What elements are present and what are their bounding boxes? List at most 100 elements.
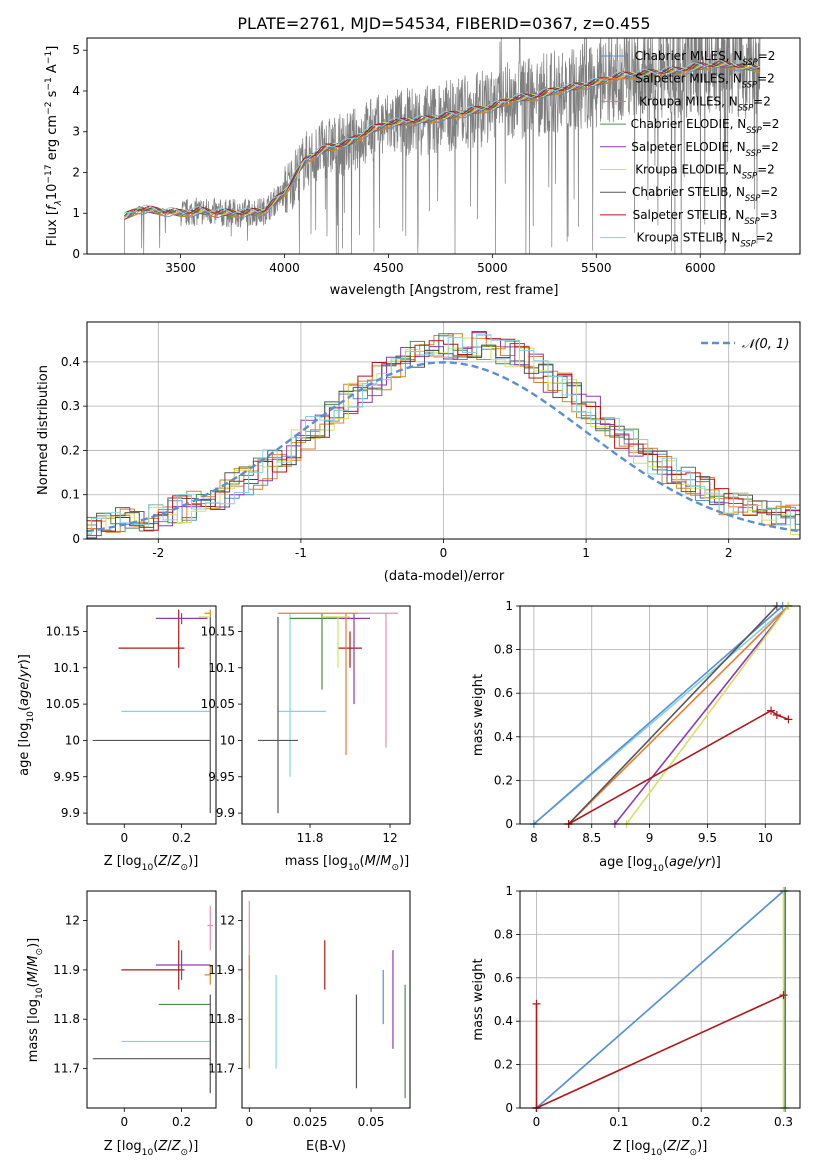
y-tick-label: 0.4 <box>494 1014 513 1028</box>
x-tick-label: 0.1 <box>609 1115 628 1129</box>
y-tick-label: 11.7 <box>53 1062 80 1076</box>
x-tick-label: 9.5 <box>698 831 717 845</box>
axes-frame <box>519 890 801 1109</box>
data-spectrum-line <box>124 38 761 254</box>
point-marker <box>772 711 781 719</box>
x-tick-label: 11.8 <box>297 831 324 845</box>
y-tick-label: 11.8 <box>53 1012 80 1026</box>
x-tick-label: 5000 <box>477 261 508 275</box>
axes-frame <box>86 605 217 825</box>
y-axis-label: Normed distribution <box>36 365 51 495</box>
legend-label: Chabrier STELIB, NSSP=2 <box>632 185 778 203</box>
legend-label: 𝒩(0, 1) <box>742 337 789 352</box>
axes-weight_vs_age: 8 8.5 9 9.5 10 0 0.2 0.4 0.6 0.8 1 age [log10(age/y… <box>471 599 801 874</box>
axes-frame <box>241 890 411 1109</box>
x-tick-label: 0.3 <box>774 1115 793 1129</box>
y-tick-label: 10 <box>220 733 235 747</box>
x-tick-label: -2 <box>152 546 164 560</box>
y-axis-label: Flux [fλ10−17 erg cm−2 s−1 A−1] <box>44 46 64 247</box>
y-axis-label: age [log10(age/yr)] <box>17 654 36 776</box>
y-axis-label: mass weight <box>471 674 486 756</box>
axes-frame <box>241 605 411 825</box>
histogram-salpeter-stelib <box>87 331 800 532</box>
legend-label: Chabrier ELODIE, NSSP=2 <box>631 117 780 135</box>
histogram-chabrier-elodie <box>87 333 800 532</box>
y-tick-label: 10.15 <box>201 624 235 638</box>
x-tick-label: 10 <box>758 831 773 845</box>
x-tick-label: 1 <box>582 546 590 560</box>
weight-line-chabrier-miles <box>535 891 785 1108</box>
y-tick-label: 0.4 <box>494 730 513 744</box>
x-tick-label: 3500 <box>165 261 196 275</box>
weight-line-salpeter-stelib <box>568 709 789 824</box>
weight-line-salpeter-elodie <box>614 606 790 824</box>
y-tick-label: 0.2 <box>61 443 80 457</box>
y-tick-label: 0 <box>72 532 80 546</box>
x-axis-label: wavelength [Angstrom, rest frame] <box>330 283 559 298</box>
plot-body <box>124 38 761 254</box>
histogram-kroupa-miles <box>87 333 800 533</box>
x-tick-label: 2 <box>725 546 733 560</box>
y-tick-label: 1 <box>505 884 513 898</box>
x-axis-label: (data-model)/error <box>384 569 505 584</box>
y-tick-label: 4 <box>72 84 80 98</box>
x-tick-label: 8.5 <box>582 831 601 845</box>
figure-title: PLATE=2761, MJD=54534, FIBERID=0367, z=0… <box>237 14 650 33</box>
y-tick-label: 0 <box>505 1101 513 1115</box>
x-tick-label: 5500 <box>581 261 612 275</box>
point-marker <box>779 991 788 1000</box>
legend-label: Kroupa MILES, NSSP=2 <box>639 94 771 112</box>
y-tick-label: 0 <box>72 247 80 261</box>
x-tick-label: 0.2 <box>692 1115 711 1129</box>
y-tick-label: 11.8 <box>208 1012 235 1026</box>
y-tick-label: 11.7 <box>208 1062 235 1076</box>
legend-label: Kroupa ELODIE, NSSP=2 <box>635 163 775 181</box>
axes-spectrum: 3500 4000 4500 5000 5500 6000 0 1 2 3 4 5 Chabrier M… <box>44 37 801 298</box>
y-tick-label: 9.95 <box>53 770 80 784</box>
x-tick-label: 0.2 <box>172 1115 191 1129</box>
x-tick-label: 0 <box>120 831 128 845</box>
plot-body <box>248 900 406 1099</box>
y-tick-label: 10.1 <box>208 661 235 675</box>
y-tick-label: 10.15 <box>46 624 80 638</box>
model-line-kroupa-stelib <box>124 59 760 214</box>
histogram-kroupa-stelib <box>87 334 800 535</box>
weight-line-chabrier-stelib <box>568 606 778 824</box>
y-tick-label: 0.8 <box>494 643 513 657</box>
legend-label: Chabrier MILES, NSSP=2 <box>635 49 776 67</box>
plot-body <box>535 891 786 1108</box>
y-tick-label: 12 <box>220 914 235 928</box>
x-tick-label: 0.2 <box>172 831 191 845</box>
weight-line-kroupa-elodie <box>625 606 790 824</box>
x-tick-label: 9 <box>646 831 654 845</box>
x-tick-label: 4500 <box>373 261 404 275</box>
x-tick-label: 4000 <box>269 261 300 275</box>
axes-age_vs_mass: 11.8 12 9.9 9.95 10 10.05 10.1 10.15 mass [log10… <box>201 605 411 873</box>
x-axis-label: E(B-V) <box>306 1139 346 1154</box>
y-tick-label: 9.95 <box>208 770 235 784</box>
y-tick-label: 11.9 <box>208 963 235 977</box>
axes-frame <box>86 321 801 540</box>
x-axis-label: age [log10(age/yr)] <box>599 855 721 874</box>
y-tick-label: 9.9 <box>61 806 80 820</box>
plot-body <box>92 609 211 814</box>
y-tick-label: 0.4 <box>61 355 80 369</box>
y-tick-label: 3 <box>72 125 80 139</box>
axes-frame <box>519 605 801 825</box>
x-tick-label: 0 <box>245 1115 253 1129</box>
x-axis-label: Z [log10(Z/Z⊙)] <box>104 854 199 873</box>
y-tick-label: 0.3 <box>61 399 80 413</box>
point-marker <box>784 715 793 724</box>
y-tick-label: 0.6 <box>494 686 513 700</box>
y-tick-label: 10.05 <box>201 697 235 711</box>
x-tick-label: 12 <box>382 831 397 845</box>
axes-mass_vs_Z: 0 0.2 11.7 11.8 11.9 12 Z [log10(Z/Z⊙)] mass [l… <box>26 890 217 1158</box>
axes-age_vs_Z: 0 0.2 9.9 9.95 10 10.05 10.1 10.15 Z [log10(Z/Z⊙… <box>17 605 217 873</box>
model-line-salpeter-stelib <box>124 59 760 215</box>
y-axis-label: mass weight <box>471 958 486 1040</box>
x-tick-label: -1 <box>295 546 307 560</box>
y-tick-label: 0.2 <box>494 773 513 787</box>
axes-weight_vs_Z: 0 0.1 0.2 0.3 0 0.2 0.4 0.6 0.8 1 Z [log10(Z/Z⊙)] m… <box>471 884 801 1158</box>
